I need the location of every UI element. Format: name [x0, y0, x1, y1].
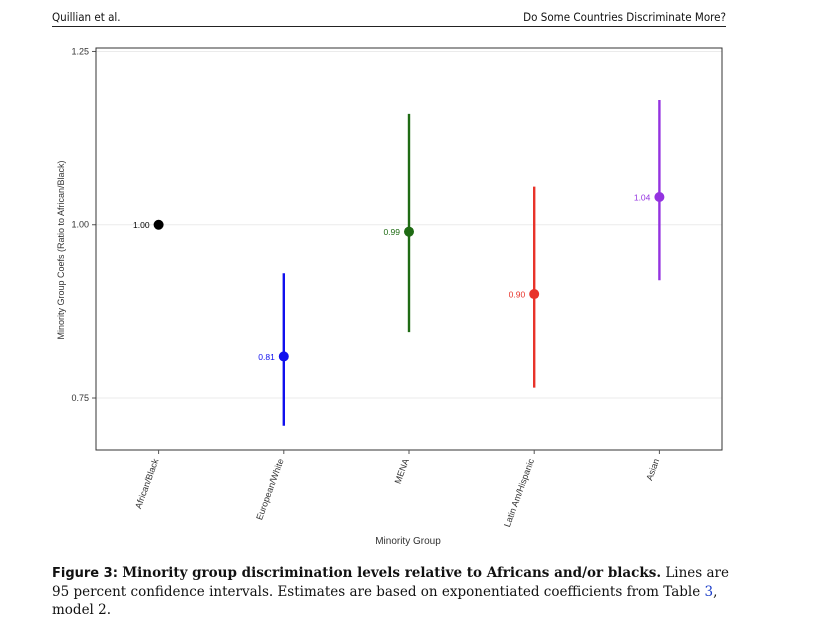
point-estimate: [404, 226, 414, 237]
running-header: Quillian et al. Do Some Countries Discri…: [52, 8, 726, 27]
point-estimate: [278, 351, 289, 362]
x-tick-label: MENA: [393, 457, 411, 485]
y-tick-label: 0.75: [71, 393, 89, 403]
caption-text: Lines are 95 percent confidence interval…: [52, 565, 730, 600]
table-reference-link[interactable]: 3: [704, 584, 714, 600]
y-tick-label: 1.25: [71, 46, 89, 56]
point-estimate: [153, 219, 164, 230]
caption-text-end: , model 2.: [52, 584, 718, 618]
data-label: 0.81: [258, 352, 275, 362]
chart: 0.75 1.00 1.25 African/Black European/White M…: [56, 46, 723, 547]
header-authors: Quillian et al.: [52, 10, 121, 24]
point-estimate: [529, 289, 540, 300]
x-tick-label: African/Black: [133, 457, 161, 510]
caption-label: Figure 3:: [52, 566, 118, 581]
data-label: 0.90: [509, 290, 526, 300]
x-tick-label: Latin Am/Hispanic: [502, 457, 536, 529]
figure-caption: Figure 3: Minority group discrimination …: [52, 564, 732, 619]
x-tick-label: Asian: [644, 457, 661, 482]
caption-title: Minority group discrimination levels rel…: [122, 565, 662, 581]
point-estimate: [654, 192, 665, 203]
y-tick-label: 1.00: [71, 220, 89, 230]
data-label: 0.99: [383, 227, 400, 237]
x-tick-label: European/White: [254, 457, 285, 521]
data-label: 1.04: [634, 193, 651, 203]
x-axis-label: Minority Group: [375, 536, 441, 547]
header-title: Do Some Countries Discriminate More?: [523, 10, 726, 24]
y-axis-label: Minority Group Coefs (Ratio to African/B…: [56, 160, 66, 339]
data-label: 1.00: [133, 220, 150, 230]
